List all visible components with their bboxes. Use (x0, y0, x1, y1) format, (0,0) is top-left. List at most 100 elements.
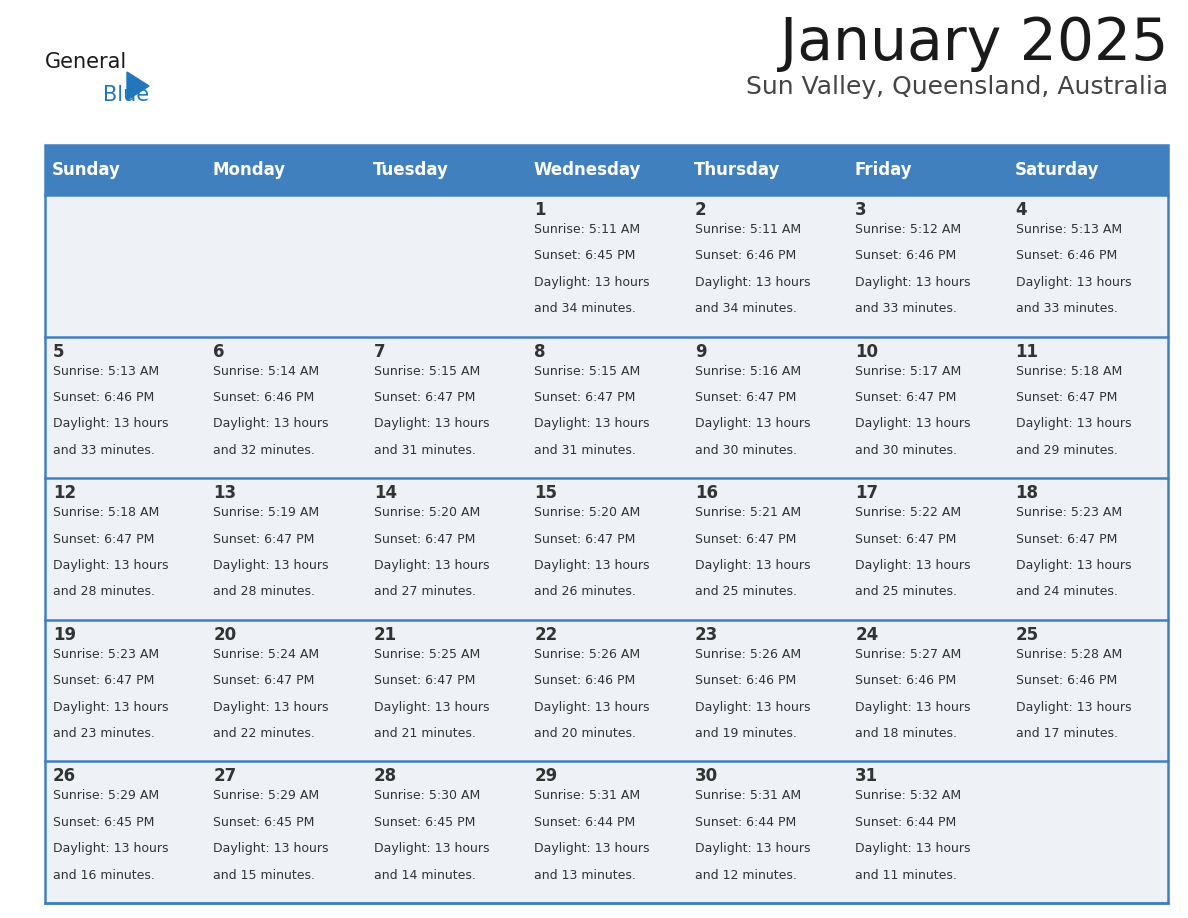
Text: Daylight: 13 hours: Daylight: 13 hours (374, 842, 489, 856)
Text: General: General (45, 52, 127, 72)
Text: 29: 29 (535, 767, 557, 786)
Text: and 33 minutes.: and 33 minutes. (53, 443, 154, 457)
Text: Daylight: 13 hours: Daylight: 13 hours (855, 275, 971, 289)
Text: and 31 minutes.: and 31 minutes. (535, 443, 636, 457)
Text: Blue: Blue (103, 85, 150, 105)
Text: Sunset: 6:46 PM: Sunset: 6:46 PM (1016, 250, 1117, 263)
Text: Daylight: 13 hours: Daylight: 13 hours (374, 559, 489, 572)
Text: Sunset: 6:46 PM: Sunset: 6:46 PM (535, 674, 636, 688)
Text: and 32 minutes.: and 32 minutes. (214, 443, 315, 457)
Text: Daylight: 13 hours: Daylight: 13 hours (1016, 418, 1131, 431)
Text: Sunset: 6:46 PM: Sunset: 6:46 PM (695, 250, 796, 263)
Text: and 12 minutes.: and 12 minutes. (695, 868, 797, 881)
Text: and 28 minutes.: and 28 minutes. (214, 586, 316, 599)
Text: 8: 8 (535, 342, 545, 361)
Text: and 34 minutes.: and 34 minutes. (535, 302, 636, 315)
Text: Daylight: 13 hours: Daylight: 13 hours (695, 418, 810, 431)
Text: Friday: Friday (854, 161, 911, 179)
Text: 20: 20 (214, 626, 236, 644)
Text: Sunset: 6:45 PM: Sunset: 6:45 PM (374, 816, 475, 829)
Bar (526, 145, 687, 195)
Text: Sunset: 6:47 PM: Sunset: 6:47 PM (855, 532, 956, 545)
Text: 19: 19 (53, 626, 76, 644)
Text: and 11 minutes.: and 11 minutes. (855, 868, 958, 881)
Text: Daylight: 13 hours: Daylight: 13 hours (53, 559, 169, 572)
Text: Sunrise: 5:23 AM: Sunrise: 5:23 AM (53, 648, 159, 661)
Text: and 16 minutes.: and 16 minutes. (53, 868, 154, 881)
Bar (366, 145, 526, 195)
Text: 15: 15 (535, 484, 557, 502)
Text: 26: 26 (53, 767, 76, 786)
Text: Sunrise: 5:32 AM: Sunrise: 5:32 AM (855, 789, 961, 802)
Text: Daylight: 13 hours: Daylight: 13 hours (374, 418, 489, 431)
Text: Sunrise: 5:22 AM: Sunrise: 5:22 AM (855, 506, 961, 520)
Text: Sunrise: 5:13 AM: Sunrise: 5:13 AM (1016, 223, 1121, 236)
Text: and 20 minutes.: and 20 minutes. (535, 727, 637, 740)
Text: 9: 9 (695, 342, 707, 361)
Text: Sunrise: 5:15 AM: Sunrise: 5:15 AM (374, 364, 480, 377)
Text: Sunrise: 5:25 AM: Sunrise: 5:25 AM (374, 648, 480, 661)
Text: 2: 2 (695, 201, 707, 219)
Text: and 24 minutes.: and 24 minutes. (1016, 586, 1118, 599)
Text: Sunrise: 5:13 AM: Sunrise: 5:13 AM (53, 364, 159, 377)
Text: Sunset: 6:44 PM: Sunset: 6:44 PM (695, 816, 796, 829)
Text: Sunrise: 5:20 AM: Sunrise: 5:20 AM (374, 506, 480, 520)
Text: Daylight: 13 hours: Daylight: 13 hours (214, 418, 329, 431)
Text: Sunrise: 5:16 AM: Sunrise: 5:16 AM (695, 364, 801, 377)
Text: Sunset: 6:45 PM: Sunset: 6:45 PM (214, 816, 315, 829)
Text: 16: 16 (695, 484, 718, 502)
Text: Daylight: 13 hours: Daylight: 13 hours (214, 842, 329, 856)
Text: 22: 22 (535, 626, 557, 644)
Text: Daylight: 13 hours: Daylight: 13 hours (535, 418, 650, 431)
Text: Sun Valley, Queensland, Australia: Sun Valley, Queensland, Australia (746, 75, 1168, 99)
Text: Daylight: 13 hours: Daylight: 13 hours (535, 700, 650, 713)
Text: Sunset: 6:47 PM: Sunset: 6:47 PM (214, 674, 315, 688)
Text: Sunset: 6:47 PM: Sunset: 6:47 PM (535, 532, 636, 545)
Text: Sunset: 6:47 PM: Sunset: 6:47 PM (374, 391, 475, 404)
Bar (687, 145, 847, 195)
Text: Sunset: 6:47 PM: Sunset: 6:47 PM (535, 391, 636, 404)
Text: Sunrise: 5:18 AM: Sunrise: 5:18 AM (53, 506, 159, 520)
Text: Wednesday: Wednesday (533, 161, 640, 179)
Text: Sunrise: 5:29 AM: Sunrise: 5:29 AM (53, 789, 159, 802)
Text: Monday: Monday (213, 161, 285, 179)
Text: Daylight: 13 hours: Daylight: 13 hours (1016, 275, 1131, 289)
Text: and 34 minutes.: and 34 minutes. (695, 302, 797, 315)
Text: Sunrise: 5:29 AM: Sunrise: 5:29 AM (214, 789, 320, 802)
Text: 24: 24 (855, 626, 878, 644)
Text: Sunset: 6:47 PM: Sunset: 6:47 PM (855, 391, 956, 404)
Text: and 33 minutes.: and 33 minutes. (855, 302, 958, 315)
Text: 11: 11 (1016, 342, 1038, 361)
Text: 12: 12 (53, 484, 76, 502)
Polygon shape (127, 72, 148, 100)
Bar (45, 145, 1168, 903)
Text: Daylight: 13 hours: Daylight: 13 hours (214, 700, 329, 713)
Text: Sunset: 6:45 PM: Sunset: 6:45 PM (535, 250, 636, 263)
Text: Sunrise: 5:21 AM: Sunrise: 5:21 AM (695, 506, 801, 520)
Text: Tuesday: Tuesday (373, 161, 449, 179)
Text: 17: 17 (855, 484, 878, 502)
Bar (1007, 145, 1168, 195)
Text: Sunrise: 5:27 AM: Sunrise: 5:27 AM (855, 648, 961, 661)
Text: Sunset: 6:46 PM: Sunset: 6:46 PM (855, 674, 956, 688)
Text: Sunset: 6:47 PM: Sunset: 6:47 PM (1016, 391, 1117, 404)
Text: Sunset: 6:46 PM: Sunset: 6:46 PM (1016, 674, 1117, 688)
Text: Sunrise: 5:12 AM: Sunrise: 5:12 AM (855, 223, 961, 236)
Bar (206, 145, 366, 195)
Text: and 33 minutes.: and 33 minutes. (1016, 302, 1118, 315)
Bar (45, 478, 1168, 620)
Text: 25: 25 (1016, 626, 1038, 644)
Text: Sunset: 6:47 PM: Sunset: 6:47 PM (374, 674, 475, 688)
Text: and 19 minutes.: and 19 minutes. (695, 727, 797, 740)
Text: Daylight: 13 hours: Daylight: 13 hours (53, 700, 169, 713)
Text: 14: 14 (374, 484, 397, 502)
Text: Sunrise: 5:26 AM: Sunrise: 5:26 AM (535, 648, 640, 661)
Text: and 17 minutes.: and 17 minutes. (1016, 727, 1118, 740)
Text: Daylight: 13 hours: Daylight: 13 hours (855, 418, 971, 431)
Text: 1: 1 (535, 201, 545, 219)
Text: Sunrise: 5:15 AM: Sunrise: 5:15 AM (535, 364, 640, 377)
Text: Sunrise: 5:11 AM: Sunrise: 5:11 AM (535, 223, 640, 236)
Text: and 25 minutes.: and 25 minutes. (855, 586, 958, 599)
Bar (45, 195, 1168, 337)
Text: Sunrise: 5:26 AM: Sunrise: 5:26 AM (695, 648, 801, 661)
